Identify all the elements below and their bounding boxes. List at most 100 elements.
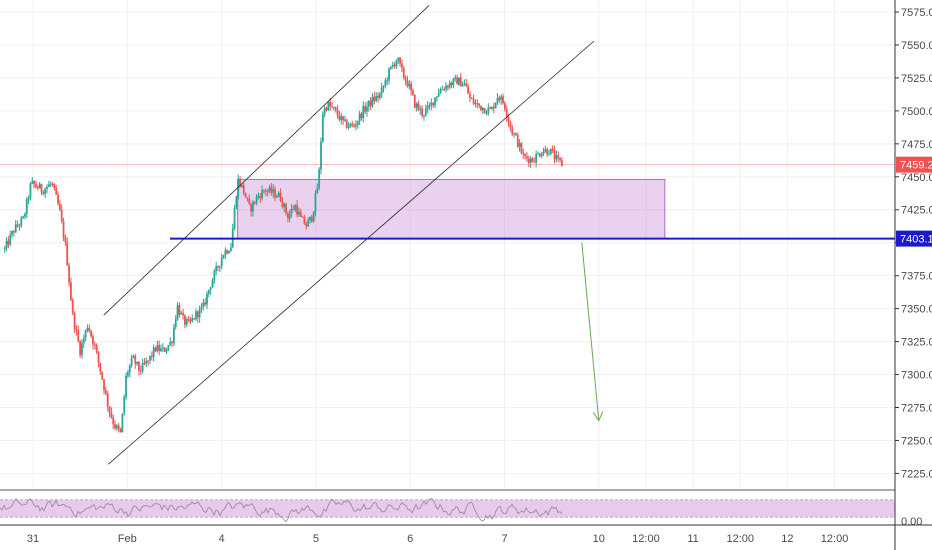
candle-body (152, 347, 155, 357)
candle-body (305, 224, 308, 227)
candle-body (415, 103, 418, 108)
candle-body (9, 234, 12, 245)
candle-body (343, 119, 346, 121)
x-tick-label: 11 (687, 533, 698, 545)
candle-body (286, 213, 289, 219)
candle-body (141, 362, 144, 372)
candle-body (544, 148, 547, 152)
candle-body (42, 191, 45, 194)
candle-body (336, 109, 339, 116)
candle-body (555, 155, 558, 160)
candle-body (55, 187, 58, 195)
candle-body (90, 331, 93, 337)
candle-body (299, 211, 302, 217)
candle-body (244, 193, 247, 198)
candle-body (412, 90, 414, 95)
candle-body (397, 57, 400, 61)
candle-body (487, 107, 490, 114)
candle-body (456, 77, 458, 85)
candle-body (103, 379, 105, 391)
candle-body (290, 208, 293, 214)
candle-body (73, 313, 76, 330)
candle-body (301, 216, 304, 218)
candle-body (298, 211, 300, 215)
range-zone (237, 178, 666, 240)
candle-body (489, 107, 492, 109)
candle-body (404, 77, 407, 81)
candle-body (187, 319, 190, 321)
candle-body (378, 94, 381, 98)
candle-body (347, 126, 350, 128)
candle-body (434, 97, 436, 106)
candle-body (117, 425, 120, 429)
x-tick-label: 12 (781, 533, 793, 545)
x-tick-label: 6 (407, 533, 413, 545)
candle-body (266, 191, 269, 193)
candle-body (443, 89, 446, 91)
y-tick-label: 7425.0 (901, 205, 932, 217)
channel-upper-line (103, 5, 430, 316)
candle-body (424, 108, 427, 115)
candle-body (64, 237, 67, 243)
candle-body (329, 102, 332, 107)
candle-body (154, 347, 157, 352)
candle-body (224, 250, 227, 256)
candle-body (200, 307, 203, 309)
candle-body (174, 319, 177, 328)
candle-body (356, 121, 359, 126)
candle-body (110, 412, 113, 418)
candle-body (382, 86, 385, 88)
support-price-tag: 7403.1 (900, 234, 932, 246)
candle-body (426, 105, 429, 109)
candle-body (491, 107, 493, 109)
candle-body (167, 345, 170, 350)
candle-body (143, 362, 146, 364)
candle-body (386, 80, 389, 82)
y-tick-label: 7525.0 (901, 73, 932, 85)
candle-body (108, 406, 111, 413)
candle-body (112, 417, 115, 425)
candle-body (461, 84, 464, 87)
candle-body (215, 266, 218, 272)
candle-body (253, 201, 256, 204)
candle-body (198, 308, 201, 318)
candle-body (549, 148, 552, 155)
candle-body (340, 116, 343, 120)
projection-arrow-line (581, 242, 600, 421)
candle-body (233, 208, 236, 229)
candle-body (393, 64, 396, 67)
candle-body (161, 347, 164, 349)
candle-body (481, 107, 484, 111)
candle-body (261, 190, 264, 199)
candle-body (22, 216, 24, 219)
candle-body (104, 390, 107, 394)
candle-body (16, 224, 19, 226)
support-price-tag-bg (896, 230, 932, 247)
y-tick-label: 7300.0 (901, 370, 932, 382)
candle-body (524, 154, 527, 157)
candle-body (68, 265, 70, 283)
candle-body (75, 329, 78, 331)
candle-body (503, 103, 506, 109)
candle-body (272, 189, 275, 193)
candle-body (432, 102, 435, 106)
candle-body (36, 187, 39, 189)
candle-body (82, 338, 85, 344)
candle-body (288, 213, 291, 219)
candle-body (150, 355, 153, 357)
candle-body (20, 218, 23, 226)
candle-body (24, 214, 26, 217)
candle-body (509, 121, 512, 128)
candle-body (413, 94, 416, 108)
candle-body (408, 83, 411, 87)
candle-body (156, 345, 159, 352)
oscillator-pane (0, 489, 895, 523)
candle-body (115, 425, 118, 429)
candle-body (384, 80, 387, 87)
candle-body (294, 205, 297, 210)
candle-body (507, 116, 510, 122)
drawings (0, 5, 895, 465)
candle-body (79, 341, 82, 356)
candle-body (428, 105, 431, 107)
